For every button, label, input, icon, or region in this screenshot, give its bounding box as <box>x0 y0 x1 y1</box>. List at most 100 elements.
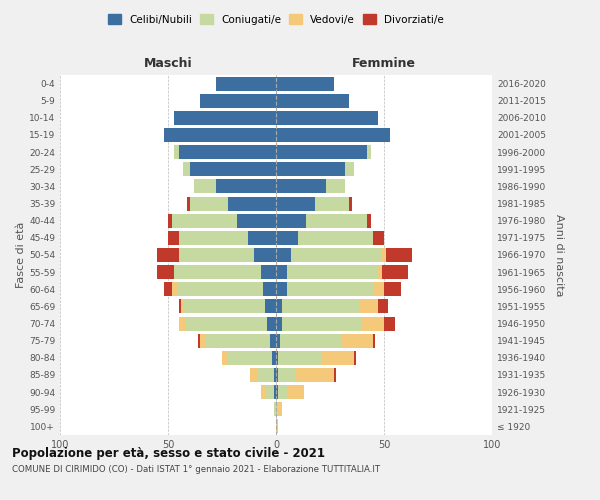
Text: Maschi: Maschi <box>143 57 193 70</box>
Bar <box>175 111 276 125</box>
Bar <box>276 94 349 108</box>
Bar <box>179 248 254 262</box>
Bar <box>367 214 371 228</box>
Bar <box>276 111 377 125</box>
Bar <box>265 300 276 314</box>
Bar <box>229 351 272 365</box>
Bar <box>276 248 291 262</box>
Bar <box>276 145 367 159</box>
Bar <box>183 162 190 176</box>
Bar <box>172 214 237 228</box>
Bar <box>254 248 276 262</box>
Bar <box>283 316 362 330</box>
Bar <box>168 214 172 228</box>
Bar <box>190 196 229 210</box>
Bar <box>248 231 276 245</box>
Bar <box>179 145 276 159</box>
Bar <box>382 248 386 262</box>
Bar <box>274 368 276 382</box>
Bar <box>181 300 183 314</box>
Bar <box>194 180 215 194</box>
Bar <box>250 368 257 382</box>
Bar <box>276 162 345 176</box>
Bar <box>287 385 304 399</box>
Bar <box>354 351 356 365</box>
Bar <box>157 248 179 262</box>
Bar <box>276 196 315 210</box>
Bar <box>175 265 261 279</box>
Legend: Celibi/Nubili, Coniugati/e, Vedovi/e, Divorziati/e: Celibi/Nubili, Coniugati/e, Vedovi/e, Di… <box>104 10 448 29</box>
Bar <box>283 300 360 314</box>
Bar <box>263 282 276 296</box>
Bar <box>384 316 395 330</box>
Y-axis label: Anni di nascita: Anni di nascita <box>554 214 565 296</box>
Bar <box>373 334 376 347</box>
Bar <box>276 180 326 194</box>
Bar <box>200 94 276 108</box>
Bar <box>198 334 200 347</box>
Bar <box>276 214 306 228</box>
Bar <box>269 334 276 347</box>
Bar <box>276 402 278 416</box>
Bar <box>168 231 179 245</box>
Bar <box>326 180 345 194</box>
Bar <box>322 351 354 365</box>
Bar <box>377 265 382 279</box>
Bar <box>276 128 391 142</box>
Bar <box>274 385 276 399</box>
Bar <box>222 351 229 365</box>
Bar <box>384 282 401 296</box>
Text: Popolazione per età, sesso e stato civile - 2021: Popolazione per età, sesso e stato civil… <box>12 448 325 460</box>
Bar <box>229 196 276 210</box>
Bar <box>276 316 283 330</box>
Bar <box>291 248 382 262</box>
Bar <box>190 162 276 176</box>
Bar <box>287 282 373 296</box>
Bar <box>349 196 352 210</box>
Bar <box>276 351 278 365</box>
Bar <box>373 231 384 245</box>
Bar <box>200 334 205 347</box>
Bar <box>341 334 373 347</box>
Bar <box>306 214 367 228</box>
Bar <box>257 368 274 382</box>
Bar <box>276 334 280 347</box>
Y-axis label: Fasce di età: Fasce di età <box>16 222 26 288</box>
Bar <box>265 385 274 399</box>
Bar <box>276 420 278 434</box>
Bar <box>278 385 287 399</box>
Bar <box>278 402 283 416</box>
Bar <box>205 334 269 347</box>
Bar <box>215 76 276 90</box>
Bar <box>176 282 263 296</box>
Bar <box>164 282 172 296</box>
Bar <box>386 248 412 262</box>
Bar <box>382 265 408 279</box>
Bar <box>295 368 334 382</box>
Bar <box>215 180 276 194</box>
Bar <box>276 231 298 245</box>
Text: Femmine: Femmine <box>352 57 416 70</box>
Bar <box>334 368 337 382</box>
Bar <box>164 128 276 142</box>
Bar <box>175 145 179 159</box>
Bar <box>276 300 283 314</box>
Bar <box>276 368 278 382</box>
Bar <box>185 316 268 330</box>
Bar <box>261 265 276 279</box>
Bar <box>172 282 176 296</box>
Text: COMUNE DI CIRIMIDO (CO) - Dati ISTAT 1° gennaio 2021 - Elaborazione TUTTITALIA.I: COMUNE DI CIRIMIDO (CO) - Dati ISTAT 1° … <box>12 466 380 474</box>
Bar <box>373 282 384 296</box>
Bar <box>362 316 384 330</box>
Bar <box>261 385 265 399</box>
Bar <box>345 162 354 176</box>
Bar <box>157 265 175 279</box>
Bar <box>187 196 190 210</box>
Bar <box>179 316 185 330</box>
Bar <box>315 196 349 210</box>
Bar <box>237 214 276 228</box>
Bar <box>272 351 276 365</box>
Bar <box>179 231 248 245</box>
Bar <box>274 402 276 416</box>
Bar <box>276 76 334 90</box>
